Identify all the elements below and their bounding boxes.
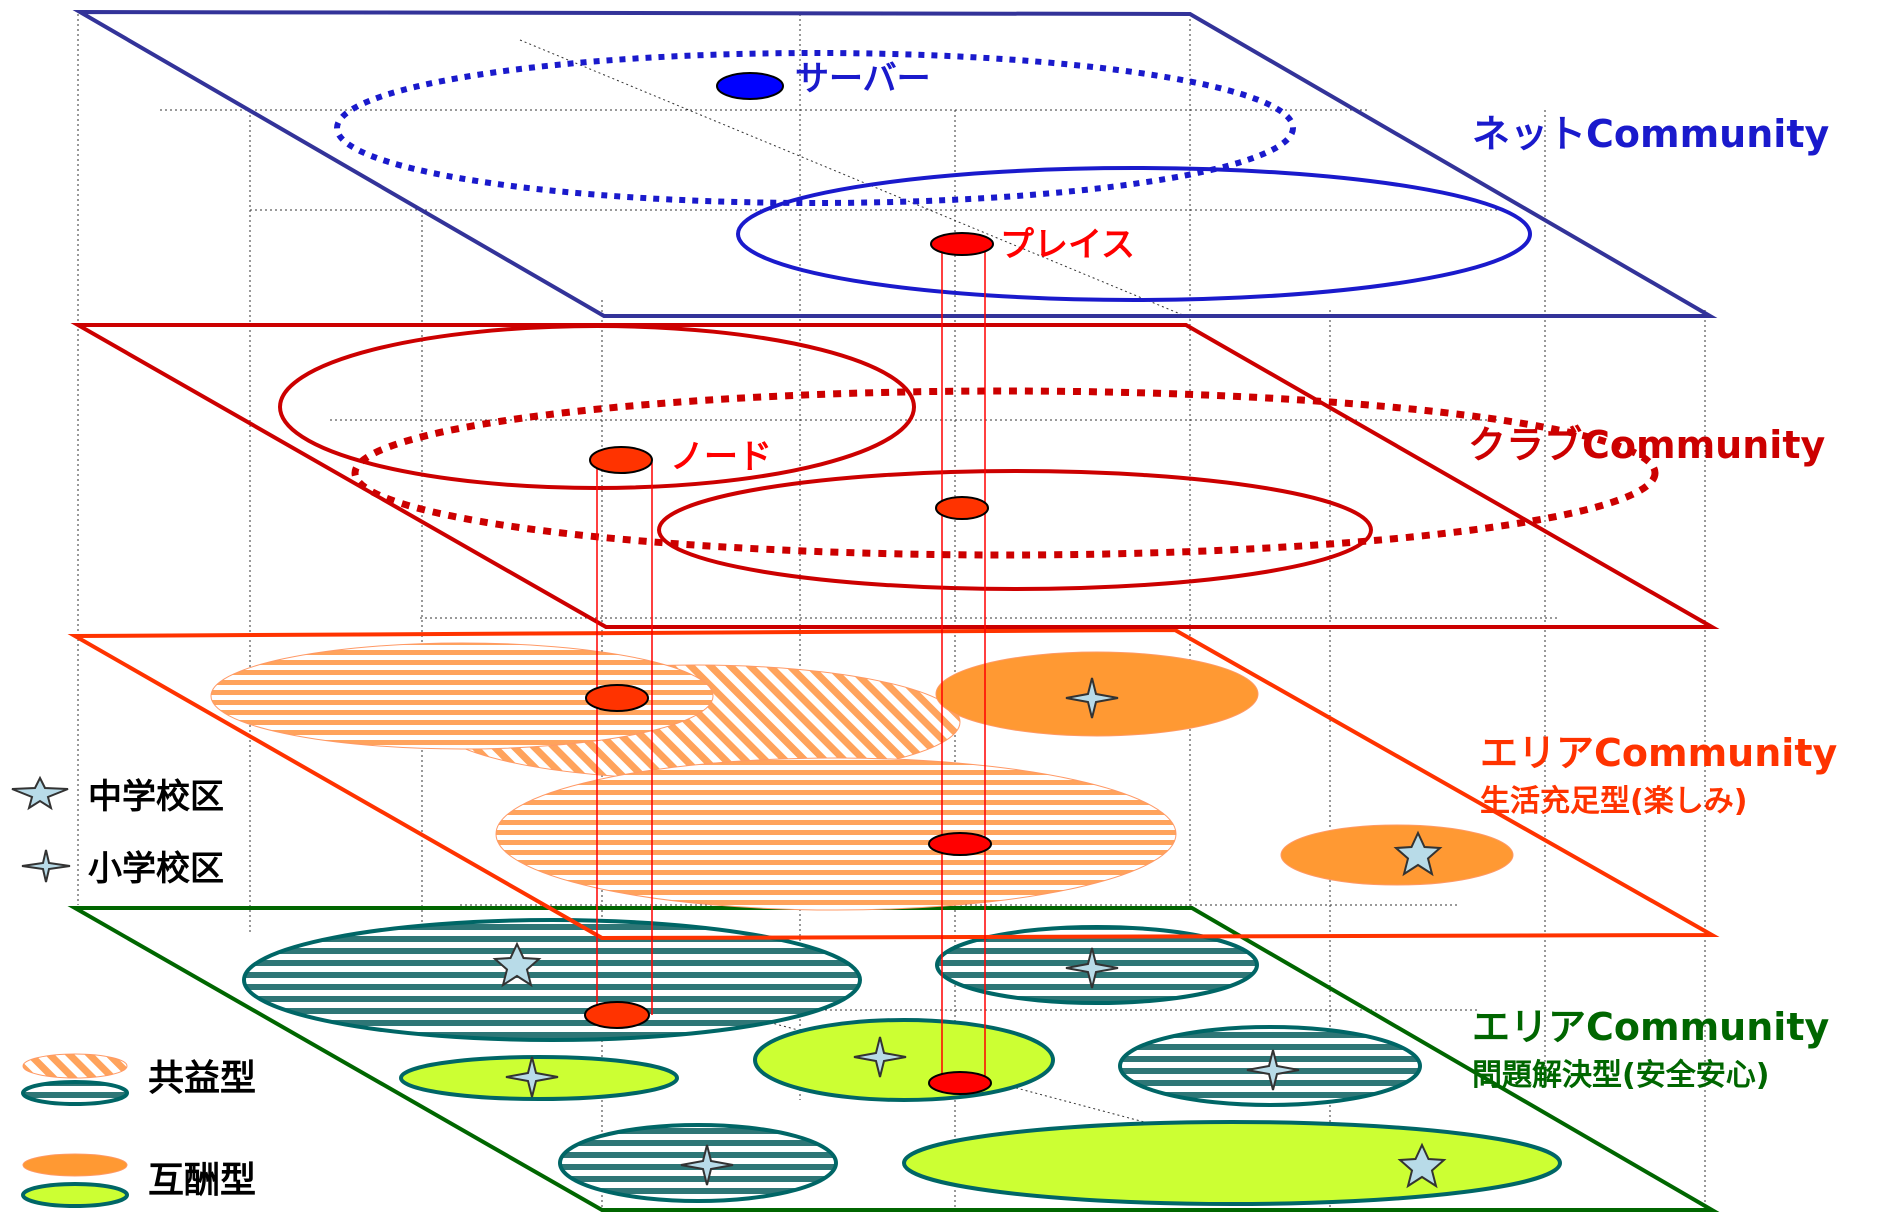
four-point-star-icon xyxy=(21,849,71,883)
net-circle-virtual xyxy=(334,50,1296,206)
five-point-star-icon xyxy=(492,941,542,988)
legend-mutual-benefit: 共益型 xyxy=(148,1058,256,1099)
mutual-benefit-zone xyxy=(210,642,714,750)
net-layer-title: ネットCommunity xyxy=(1472,112,1829,156)
nodes xyxy=(584,72,994,1095)
legend-reciprocal-orange-swatch xyxy=(22,1153,128,1177)
mutual-benefit-zone xyxy=(495,757,1177,911)
server-label: サーバー xyxy=(795,59,931,99)
node xyxy=(928,1071,992,1095)
connector-lines xyxy=(596,244,986,1083)
five-point-star-icon xyxy=(11,775,69,811)
legend-reciprocal-lime-swatch xyxy=(21,1182,129,1208)
area-fun-title: エリアCommunity xyxy=(1480,731,1837,775)
club-circle xyxy=(657,469,1373,591)
four-point-star-icon xyxy=(1246,1049,1300,1091)
area-fun-subtitle: 生活充足型(楽しみ) xyxy=(1480,784,1747,819)
server-node xyxy=(716,72,784,100)
legend-mutual-benefit-teal-swatch xyxy=(21,1080,129,1106)
five-point-star-icon xyxy=(1397,1142,1447,1189)
legend-reciprocal: 互酬型 xyxy=(148,1160,256,1201)
four-point-star-icon xyxy=(1065,677,1119,719)
four-point-star-icon xyxy=(853,1036,907,1078)
area-problem-subtitle: 問題解決型(安全安心) xyxy=(1472,1058,1769,1093)
net-circle xyxy=(736,166,1532,302)
layer-club-plane xyxy=(70,323,1720,629)
place-node xyxy=(930,232,994,256)
mutual-benefit-zone xyxy=(242,918,862,1042)
node xyxy=(589,446,653,474)
layer-area-fun-plane xyxy=(67,627,1720,941)
layer-net xyxy=(72,9,1718,318)
node-label: ノード xyxy=(670,437,772,477)
layer-net-plane xyxy=(72,9,1718,318)
club-circle-virtual xyxy=(351,387,1659,559)
area-problem-title: エリアCommunity xyxy=(1472,1005,1829,1049)
four-point-star-icon xyxy=(505,1056,559,1098)
reciprocal-zone xyxy=(1280,824,1514,886)
legend-middle-school: 中学校区 xyxy=(88,777,224,817)
legend: 中学校区 小学校区 共益型 互酬型 xyxy=(11,775,256,1208)
five-point-star-icon xyxy=(1393,830,1443,877)
place-label: プレイス xyxy=(1000,225,1135,265)
four-point-star-icon xyxy=(680,1144,734,1186)
reciprocal-zone xyxy=(753,1018,1055,1102)
node xyxy=(584,1001,650,1029)
legend-mutual-benefit-orange-swatch xyxy=(22,1053,128,1079)
four-point-star-icon xyxy=(1065,947,1119,989)
layer-area-fun xyxy=(67,627,1720,941)
club-layer-title: クラブCommunity xyxy=(1468,423,1825,467)
node xyxy=(928,832,992,856)
layer-club xyxy=(70,323,1720,629)
node xyxy=(935,496,989,520)
stars xyxy=(492,677,1447,1189)
node xyxy=(585,684,649,712)
reciprocal-zone xyxy=(902,1120,1562,1206)
legend-elementary-school: 小学校区 xyxy=(88,849,224,889)
